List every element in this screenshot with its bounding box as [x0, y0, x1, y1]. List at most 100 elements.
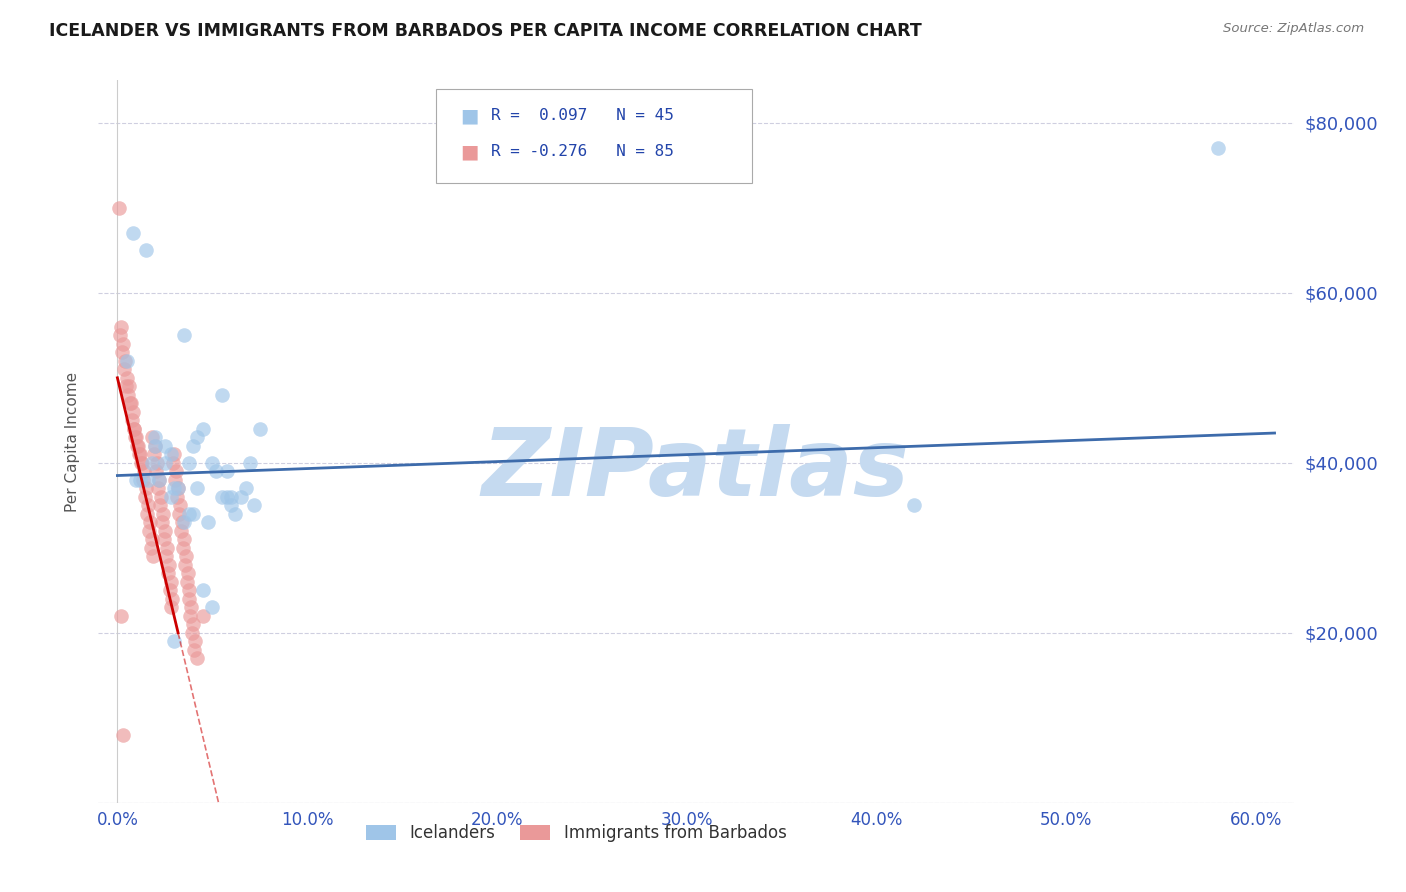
Text: R = -0.276   N = 85: R = -0.276 N = 85	[491, 145, 673, 159]
Point	[186, 430, 208, 444]
Point	[163, 481, 186, 495]
Point	[110, 319, 132, 334]
Point	[159, 574, 181, 589]
Point	[167, 481, 190, 495]
Point	[121, 227, 143, 241]
Point	[157, 558, 180, 572]
Point	[108, 201, 131, 215]
Point	[135, 244, 157, 258]
Point	[117, 388, 139, 402]
Point	[121, 405, 143, 419]
Point	[115, 353, 138, 368]
Point	[159, 583, 181, 598]
Point	[170, 516, 193, 530]
Point	[141, 430, 163, 444]
Point	[143, 439, 166, 453]
Point	[138, 516, 160, 530]
Text: ■: ■	[460, 106, 478, 126]
Point	[219, 498, 242, 512]
Point	[134, 490, 156, 504]
Point	[148, 473, 170, 487]
Point	[177, 591, 200, 606]
Point	[124, 430, 146, 444]
Point	[179, 456, 201, 470]
Point	[156, 541, 179, 555]
Point	[155, 549, 177, 564]
Point	[205, 464, 228, 478]
Point	[186, 651, 208, 665]
Point	[143, 430, 166, 444]
Point	[142, 549, 165, 564]
Point	[211, 388, 233, 402]
Point	[181, 507, 204, 521]
Point	[229, 490, 252, 504]
Point	[146, 456, 169, 470]
Point	[191, 422, 214, 436]
Point	[150, 490, 173, 504]
Point	[125, 430, 148, 444]
Point	[149, 498, 172, 512]
Legend: Icelanders, Immigrants from Barbados: Icelanders, Immigrants from Barbados	[360, 817, 793, 848]
Point	[111, 345, 134, 359]
Point	[179, 507, 201, 521]
Point	[163, 447, 186, 461]
Point	[191, 583, 214, 598]
Point	[165, 464, 187, 478]
Point	[122, 422, 145, 436]
Point	[156, 566, 179, 581]
Point	[135, 507, 157, 521]
Point	[235, 481, 257, 495]
Point	[163, 634, 186, 648]
Point	[201, 600, 224, 615]
Point	[159, 447, 181, 461]
Point	[120, 396, 142, 410]
Point	[167, 481, 190, 495]
Point	[1206, 141, 1229, 155]
Point	[249, 422, 271, 436]
Point	[141, 533, 163, 547]
Point	[143, 439, 166, 453]
Point	[165, 473, 187, 487]
Point	[224, 507, 246, 521]
Point	[162, 456, 184, 470]
Point	[184, 634, 207, 648]
Point	[172, 541, 194, 555]
Point	[124, 422, 146, 436]
Point	[153, 456, 176, 470]
Point	[135, 481, 157, 495]
Point	[162, 591, 184, 606]
Point	[181, 617, 204, 632]
Text: ICELANDER VS IMMIGRANTS FROM BARBADOS PER CAPITA INCOME CORRELATION CHART: ICELANDER VS IMMIGRANTS FROM BARBADOS PE…	[49, 22, 922, 40]
Point	[128, 447, 150, 461]
Text: R =  0.097   N = 45: R = 0.097 N = 45	[491, 109, 673, 123]
Point	[169, 498, 191, 512]
Point	[153, 524, 176, 538]
Point	[141, 456, 163, 470]
Point	[174, 549, 197, 564]
Point	[191, 608, 214, 623]
Point	[150, 516, 173, 530]
Point	[211, 490, 233, 504]
Point	[136, 498, 159, 512]
Point	[183, 642, 205, 657]
Point	[176, 574, 198, 589]
Point	[129, 473, 152, 487]
Point	[127, 439, 149, 453]
Point	[129, 447, 152, 461]
Point	[173, 328, 195, 343]
Point	[197, 516, 219, 530]
Point	[166, 490, 188, 504]
Point	[132, 464, 155, 478]
Point	[132, 473, 155, 487]
Point	[110, 608, 132, 623]
Point	[179, 583, 201, 598]
Point	[179, 608, 201, 623]
Point	[112, 362, 135, 376]
Point	[112, 728, 135, 742]
Text: Source: ZipAtlas.com: Source: ZipAtlas.com	[1223, 22, 1364, 36]
Point	[127, 439, 149, 453]
Point	[173, 516, 195, 530]
Point	[118, 379, 141, 393]
Point	[167, 507, 190, 521]
Point	[239, 456, 262, 470]
